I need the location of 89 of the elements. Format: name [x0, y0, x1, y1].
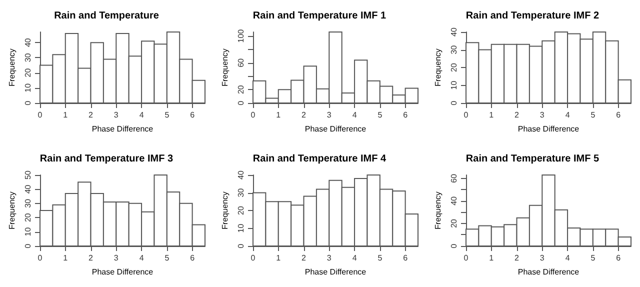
y-tick-label: 10	[24, 226, 32, 236]
y-axis-title: Frequency	[434, 48, 442, 86]
x-tick-label: 0	[250, 110, 256, 120]
y-axis-title: Frequency	[220, 48, 230, 86]
x-tick-label: 1	[63, 254, 68, 262]
y-tick-label: 40	[24, 184, 32, 194]
x-tick-label: 3	[114, 110, 119, 120]
chart-title: Rain and Temperature IMF 3	[40, 154, 174, 164]
x-axis-title: Phase Difference	[304, 124, 367, 134]
x-tick-label: 6	[616, 254, 622, 262]
y-tick-label: 0	[24, 100, 32, 106]
y-tick-label: 20	[24, 68, 32, 78]
chart-title: Rain and Temperature IMF 1	[252, 10, 387, 22]
x-axis-title: Phase Difference	[92, 124, 154, 134]
y-tick-label: 30	[24, 52, 32, 62]
x-tick-label: 6	[403, 254, 408, 262]
x-tick-label: 3	[326, 254, 332, 262]
y-tick-label: 30	[236, 188, 246, 198]
x-tick-label: 5	[590, 254, 596, 262]
chart-title: Rain and Temperature IMF 2	[466, 10, 600, 22]
x-axis-title: Phase Difference	[304, 268, 367, 276]
x-tick-label: 1	[276, 254, 282, 262]
x-tick-label: 4	[139, 110, 144, 120]
y-tick-label: 0	[24, 243, 32, 248]
y-tick-label: 40	[236, 170, 246, 180]
x-tick-label: 4	[565, 254, 570, 262]
x-tick-label: 3	[114, 254, 119, 262]
y-axis-title: Frequency	[434, 192, 442, 230]
x-tick-label: 2	[514, 110, 520, 120]
x-tick-label: 6	[190, 254, 196, 262]
x-tick-label: 0	[464, 254, 469, 262]
x-tick-label: 3	[540, 110, 545, 120]
x-tick-label: 3	[540, 254, 545, 262]
y-tick-label: 0	[450, 100, 458, 106]
y-tick-label: 30	[450, 44, 458, 54]
y-tick-label: 0	[236, 243, 246, 248]
x-tick-label: 0	[250, 254, 256, 262]
y-tick-label: 50	[24, 170, 32, 180]
y-tick-label: 30	[24, 198, 32, 208]
y-axis-title: Frequency	[8, 192, 16, 230]
y-tick-label: 10	[24, 82, 32, 92]
x-tick-label: 4	[565, 110, 570, 120]
x-axis-title: Phase Difference	[92, 268, 154, 276]
x-tick-label: 5	[378, 254, 383, 262]
x-tick-label: 1	[276, 110, 282, 120]
x-tick-label: 2	[302, 254, 307, 262]
chart-title: Rain and Temperature IMF 5	[466, 154, 600, 164]
y-tick-label: 20	[450, 218, 458, 228]
x-tick-label: 2	[514, 254, 520, 262]
y-tick-label: 60	[450, 173, 458, 183]
y-tick-label: 60	[236, 58, 246, 68]
x-tick-label: 6	[616, 110, 622, 120]
y-tick-label: 40	[450, 27, 458, 36]
y-tick-label: 40	[450, 196, 458, 206]
chart-title: Rain and Temperature	[54, 10, 160, 22]
x-tick-label: 1	[63, 110, 68, 120]
x-tick-label: 5	[378, 110, 383, 120]
x-tick-label: 6	[403, 110, 408, 120]
x-tick-label: 2	[88, 254, 94, 262]
x-tick-label: 6	[190, 110, 196, 120]
x-axis-title: Phase Difference	[518, 268, 580, 276]
y-tick-label: 20	[236, 206, 246, 215]
x-tick-label: 5	[590, 110, 596, 120]
x-tick-label: 0	[464, 110, 469, 120]
x-tick-label: 4	[352, 254, 358, 262]
chart-title: Rain and Temperature IMF 4	[252, 154, 387, 164]
x-tick-label: 5	[164, 110, 170, 120]
x-tick-label: 0	[38, 254, 43, 262]
y-tick-label: 100	[236, 28, 246, 43]
y-axis-title: Frequency	[8, 48, 16, 86]
y-tick-label: 40	[24, 38, 32, 48]
y-tick-label: 0	[236, 100, 246, 106]
x-tick-label: 1	[489, 254, 494, 262]
y-tick-label: 20	[24, 212, 32, 222]
y-tick-label: 10	[450, 80, 458, 90]
x-tick-label: 5	[164, 254, 170, 262]
x-tick-label: 0	[38, 110, 43, 120]
x-axis-title: Phase Difference	[518, 124, 580, 134]
y-tick-label: 0	[450, 243, 458, 248]
y-axis-title: Frequency	[220, 192, 230, 230]
x-tick-label: 1	[489, 110, 494, 120]
x-tick-label: 4	[352, 110, 358, 120]
x-tick-label: 2	[88, 110, 94, 120]
y-tick-label: 10	[236, 223, 246, 233]
x-tick-label: 2	[302, 110, 307, 120]
y-tick-label: 20	[450, 62, 458, 72]
x-tick-label: 4	[139, 254, 144, 262]
y-tick-label: 20	[236, 84, 246, 94]
x-tick-label: 3	[326, 110, 332, 120]
